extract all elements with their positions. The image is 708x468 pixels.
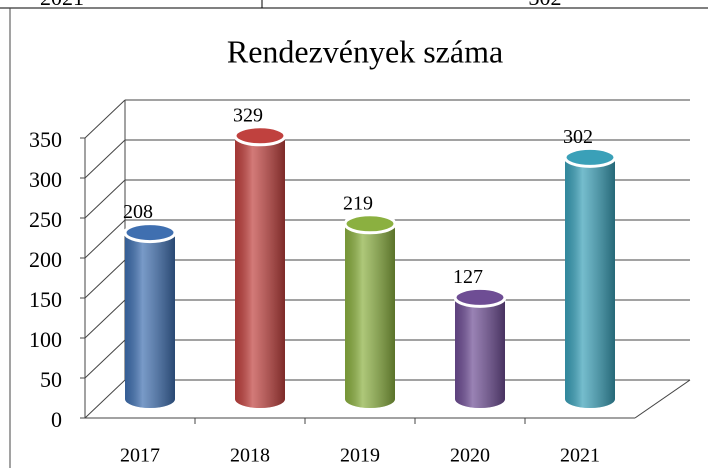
grid-line	[84, 259, 126, 299]
floor-edge	[634, 379, 691, 419]
x-tick-label: 2017	[120, 445, 160, 467]
value-label: 219	[343, 192, 373, 214]
chart-title: Rendezvények száma	[227, 33, 503, 69]
x-tick-label: 2021	[560, 445, 600, 467]
grid-line	[84, 379, 126, 419]
y-tick-label: 150	[29, 287, 62, 312]
table-cell: 302	[529, 0, 562, 10]
y-tick-label: 0	[51, 407, 62, 432]
cylinder-shade	[345, 223, 395, 408]
cylinder-shade	[125, 232, 175, 408]
y-tick-label: 300	[29, 167, 62, 192]
value-label: 329	[233, 104, 263, 126]
grid-line	[84, 219, 126, 259]
value-label: 302	[563, 126, 593, 148]
x-tick-label: 2020	[450, 445, 490, 467]
cylinder-top	[233, 125, 287, 147]
table-fragment: 2021 302	[40, 0, 562, 10]
x-tick-label: 2019	[340, 445, 380, 467]
y-tick-label: 100	[29, 327, 62, 352]
bar	[453, 286, 507, 408]
cylinder-top	[563, 146, 617, 168]
grid-line	[84, 339, 126, 379]
cylinder-top	[343, 213, 397, 235]
bar	[343, 213, 397, 408]
cylinder-top	[123, 222, 177, 244]
cylinder-shade	[235, 135, 285, 409]
value-label: 208	[123, 201, 153, 223]
bar	[563, 146, 617, 408]
y-tick-label: 350	[29, 127, 62, 152]
x-tick-label: 2018	[230, 445, 270, 467]
grid-line	[84, 99, 126, 139]
cylinder-shade	[565, 157, 615, 408]
table-cell: 2021	[40, 0, 84, 10]
grid-line	[84, 179, 126, 219]
y-tick-label: 250	[29, 207, 62, 232]
bar	[233, 125, 287, 409]
cylinder-top	[453, 286, 507, 308]
y-tick-label: 200	[29, 247, 62, 272]
value-label: 127	[453, 266, 483, 288]
cylinder-shade	[455, 297, 505, 408]
plot: 0 50 100 150 200 250 300 350 208 2017 329 2018 219 20…	[29, 99, 691, 467]
y-tick-label: 50	[40, 367, 62, 392]
grid-line	[84, 139, 126, 179]
bar	[123, 222, 177, 408]
grid-line	[84, 299, 126, 339]
